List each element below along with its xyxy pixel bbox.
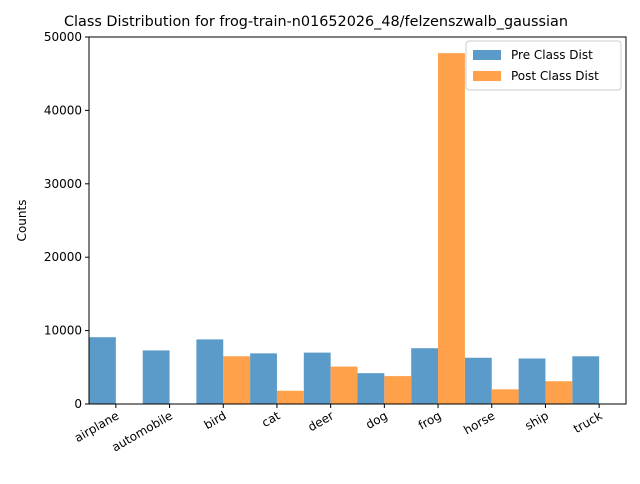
bar-pre-ship: [518, 358, 546, 404]
bar-pre-automobile: [142, 350, 170, 404]
x-tick-label-truck: truck: [571, 408, 605, 436]
legend: Pre Class Dist Post Class Dist: [465, 40, 622, 91]
chart-title: Class Distribution for frog-train-n01652…: [64, 14, 568, 30]
bar-pre-deer: [303, 352, 331, 404]
legend-swatch: [473, 71, 501, 81]
y-axis-label: Counts: [15, 200, 29, 242]
x-tick-label-deer: deer: [305, 408, 336, 434]
bars-group: [89, 53, 600, 404]
x-tick-label-horse: horse: [461, 408, 497, 437]
x-tick-label-ship: ship: [522, 408, 550, 433]
bar-pre-frog: [411, 348, 439, 404]
bar-pre-horse: [464, 357, 492, 404]
bar-pre-cat: [250, 353, 277, 404]
x-tick-label-cat: cat: [259, 408, 282, 430]
legend-box: [465, 40, 622, 91]
legend-label: Pre Class Dist: [511, 48, 593, 62]
y-tick-label: 30000: [44, 177, 82, 191]
bar-pre-airplane: [89, 337, 116, 404]
y-axis: 0 10000 20000 30000 40000 50000: [44, 30, 89, 411]
x-tick-label-bird: bird: [202, 408, 229, 432]
y-tick-label: 40000: [44, 103, 82, 117]
bar-post-deer: [330, 366, 358, 404]
bar-pre-bird: [196, 339, 224, 404]
bar-post-ship: [545, 381, 573, 404]
y-tick-label: 10000: [44, 324, 82, 338]
bar-pre-truck: [572, 356, 600, 404]
x-tick-label-dog: dog: [363, 408, 390, 431]
y-tick-label: 20000: [44, 250, 82, 264]
bar-post-cat: [276, 390, 304, 404]
bar-pre-dog: [357, 373, 385, 404]
bar-post-horse: [491, 389, 519, 404]
bar-post-frog: [438, 53, 465, 404]
y-tick-label: 50000: [44, 30, 82, 44]
bar-post-dog: [384, 376, 412, 404]
y-tick-label: 0: [74, 397, 82, 411]
plot-frame: [88, 36, 627, 405]
x-tick-label-automobile: automobile: [109, 408, 175, 454]
bar-post-bird: [223, 356, 251, 404]
legend-swatch: [473, 50, 501, 60]
x-tick-label-frog: frog: [416, 408, 444, 432]
legend-label: Post Class Dist: [511, 69, 599, 83]
